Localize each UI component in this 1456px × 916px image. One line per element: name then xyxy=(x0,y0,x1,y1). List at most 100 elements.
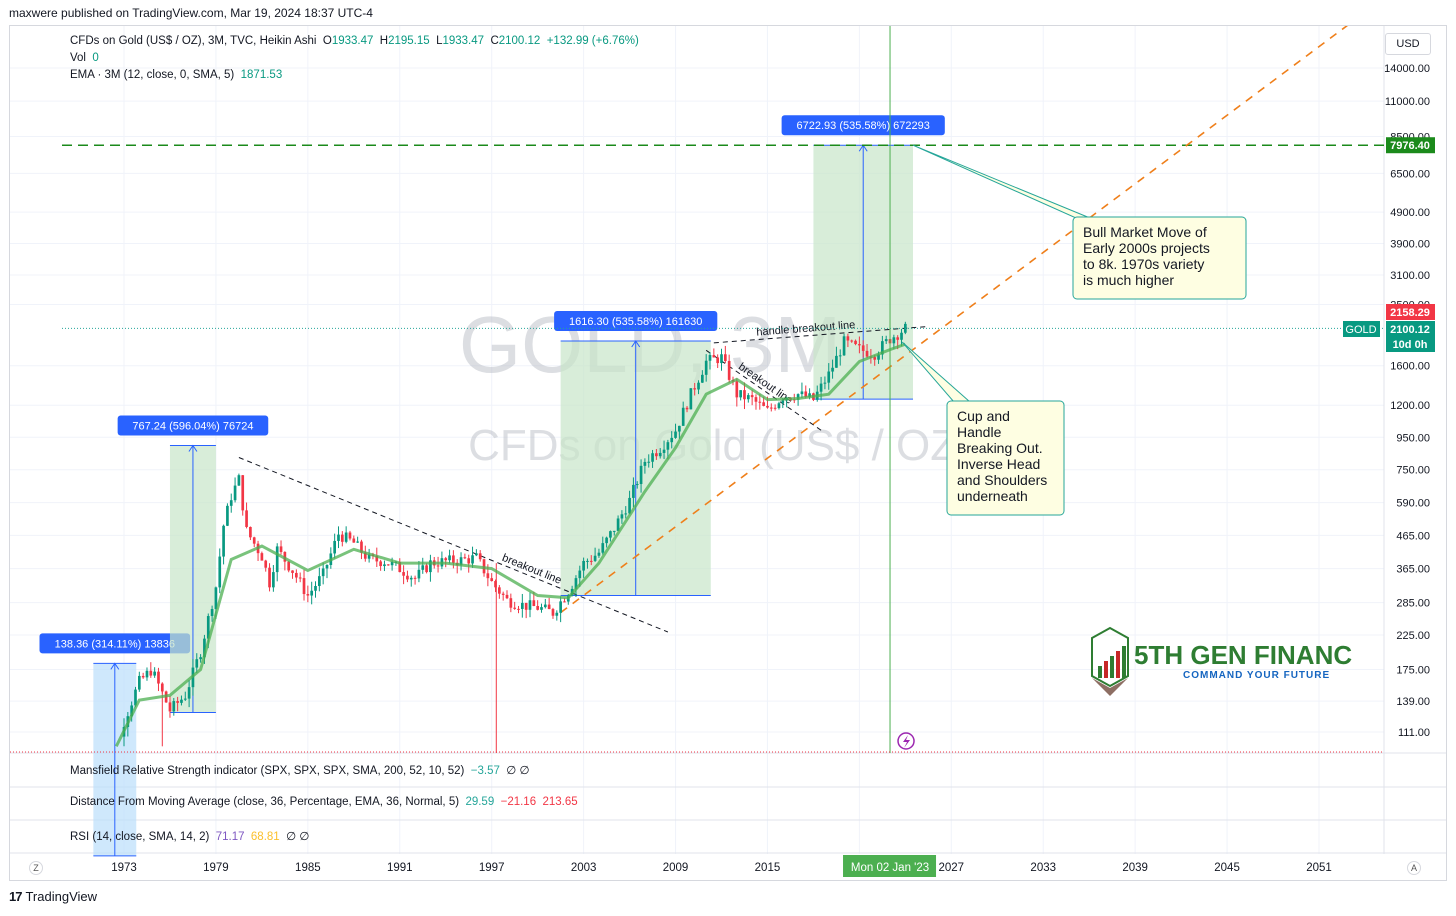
candle-body xyxy=(195,659,199,668)
candle-body xyxy=(850,340,854,342)
price-chart[interactable]: GOLD, 3M CFDs on Gold (US$ / OZ) 138.36 … xyxy=(10,26,1446,880)
candle-body xyxy=(635,484,639,486)
candle-body xyxy=(658,452,662,457)
measure-label: 767.24 (596.04%) 76724 xyxy=(132,420,253,432)
time-tick-label: 2051 xyxy=(1306,862,1332,874)
candle-body xyxy=(735,381,739,398)
candle-body xyxy=(670,437,674,443)
candle-body xyxy=(589,560,593,562)
measure-arrow-head xyxy=(631,340,641,348)
rsi-legend[interactable]: RSI (14, close, SMA, 14, 2) 71.17 68.81 … xyxy=(70,829,309,843)
measure-label: 6722.93 (535.58%) 672293 xyxy=(797,120,930,132)
note-text-line: underneath xyxy=(957,488,1028,504)
candle-body xyxy=(716,357,720,364)
candle-body xyxy=(846,336,850,341)
rsi-na-1: ∅ xyxy=(286,831,297,843)
candle-body xyxy=(643,461,647,466)
candle-body xyxy=(819,383,823,392)
symbol-legend[interactable]: CFDs on Gold (US$ / OZ), 3M, TVC, Heikin… xyxy=(70,35,639,47)
time-tick-label: 2009 xyxy=(663,862,689,874)
target-price-tag-bg xyxy=(1386,137,1435,154)
lightning-icon xyxy=(903,735,911,748)
candle-body xyxy=(831,367,834,372)
candle-body xyxy=(877,354,880,360)
candle-body xyxy=(528,600,532,610)
candle-body xyxy=(237,475,241,486)
candle-body xyxy=(187,687,191,699)
candle-body xyxy=(436,565,440,567)
candle-body xyxy=(137,675,141,690)
candle-body xyxy=(884,339,888,342)
tradingview-footer[interactable]: 17 TradingView xyxy=(9,889,97,904)
note-text-line: Cup and xyxy=(957,408,1010,424)
candle-body xyxy=(486,573,490,579)
candle-body xyxy=(490,578,494,582)
mansfield-value: −3.57 xyxy=(470,765,500,777)
price-tick-label: 285.00 xyxy=(1396,598,1430,610)
candle-body xyxy=(459,557,463,566)
candle-body xyxy=(601,543,605,553)
price-tick-label: 590.00 xyxy=(1396,498,1430,510)
breakout-line-label: breakout line xyxy=(500,552,563,587)
measure-label-box xyxy=(781,115,945,136)
candle-body xyxy=(268,567,271,588)
candle-body xyxy=(264,560,268,568)
candle-body xyxy=(141,675,145,678)
time-tick-label: 2045 xyxy=(1214,862,1240,874)
change-value: +132.99 (+6.76%) xyxy=(546,35,639,47)
countdown-tag: 10d 0h xyxy=(1393,339,1428,351)
candle-body xyxy=(750,395,754,398)
candle-body xyxy=(222,525,225,557)
candle-body xyxy=(367,554,371,559)
distance-value-3: 213.65 xyxy=(542,796,578,808)
candle-body xyxy=(252,537,256,544)
price-tick-label: 1600.00 xyxy=(1390,361,1430,373)
price-tick-label: 3900.00 xyxy=(1390,238,1430,250)
candle-body xyxy=(574,578,578,589)
price-tick-label: 1200.00 xyxy=(1390,400,1430,412)
candle-body xyxy=(145,670,149,678)
volume-legend[interactable]: Vol 0 xyxy=(70,52,99,64)
candle-body xyxy=(773,407,777,409)
time-tick-label: 2015 xyxy=(755,862,781,874)
distance-legend[interactable]: Distance From Moving Average (close, 36,… xyxy=(70,796,578,808)
ema-legend[interactable]: EMA · 3M (12, close, 0, SMA, 5) 1871.53 xyxy=(70,69,282,81)
candle-body xyxy=(647,461,651,463)
candle-body xyxy=(517,608,520,610)
candle-body xyxy=(827,371,831,383)
currency-button[interactable]: USD xyxy=(1385,33,1431,55)
candle-body xyxy=(130,705,134,717)
cursor-date-label: Mon 02 Jan '23 xyxy=(851,862,929,874)
candle-body xyxy=(241,475,245,511)
candle-body xyxy=(605,537,608,544)
candle-body xyxy=(582,560,585,571)
candle-body xyxy=(279,546,283,552)
candle-body xyxy=(697,382,700,390)
candle-body xyxy=(218,556,222,588)
logo-bar-icon xyxy=(1122,646,1126,678)
mansfield-label: Mansfield Relative Strength indicator (S… xyxy=(70,765,465,777)
candle-body xyxy=(804,391,808,397)
candle-body xyxy=(383,564,386,567)
candle-body xyxy=(375,555,379,562)
candle-body xyxy=(475,553,478,556)
logo-bar-icon xyxy=(1104,661,1108,678)
measure-label: 1616.30 (535.58%) 161630 xyxy=(569,316,702,328)
chart-frame xyxy=(9,25,1447,881)
price-tick-label: 365.00 xyxy=(1396,564,1430,576)
candle-body xyxy=(639,465,643,485)
zoom-left-button[interactable]: Z xyxy=(29,861,43,875)
time-tick-label: 2003 xyxy=(571,862,597,874)
candle-body xyxy=(743,390,746,400)
time-tick-label: 1991 xyxy=(387,862,413,874)
distance-value-2: −21.16 xyxy=(500,796,537,808)
candle-body xyxy=(693,388,697,390)
candle-body xyxy=(467,558,471,564)
auto-scale-button[interactable]: A xyxy=(1407,861,1421,875)
mansfield-legend[interactable]: Mansfield Relative Strength indicator (S… xyxy=(70,763,530,777)
candle-body xyxy=(317,576,321,586)
cursor-date-bg xyxy=(843,855,937,877)
logo-bar-icon xyxy=(1116,651,1120,678)
candle-body xyxy=(501,593,505,595)
time-tick-label: 1997 xyxy=(479,862,505,874)
